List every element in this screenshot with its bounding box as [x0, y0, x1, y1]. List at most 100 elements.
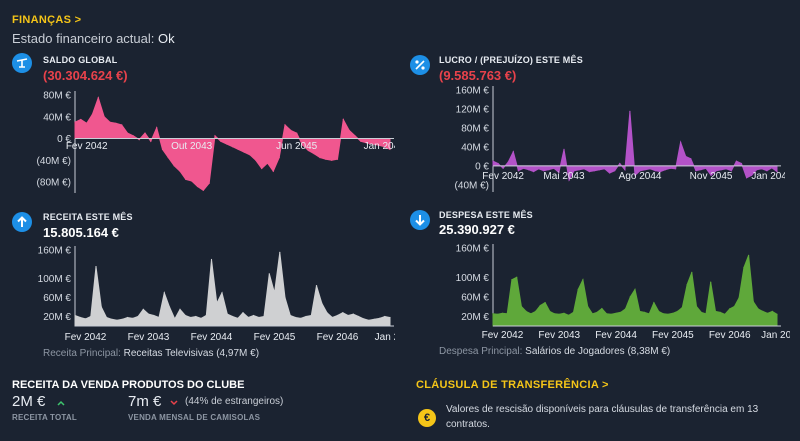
despesa-principal: Despesa Principal: Salários de Jogadores…	[439, 346, 670, 357]
data-point	[507, 161, 509, 163]
data-point	[363, 318, 365, 320]
data-point	[290, 129, 292, 131]
data-point	[740, 162, 743, 165]
x-tick-label: Fev 2046	[709, 330, 751, 341]
data-point	[252, 314, 255, 317]
chevron-right-icon: >	[74, 14, 82, 26]
data-point	[116, 319, 118, 321]
data-point	[672, 312, 674, 314]
data-point	[553, 167, 555, 169]
data-point	[296, 132, 298, 134]
y-tick-label: 160M €	[38, 246, 72, 257]
data-point	[90, 315, 92, 318]
data-point	[596, 311, 598, 313]
data-point	[300, 317, 302, 319]
data-point	[746, 177, 748, 179]
lucro-label: LUCRO / (PREJUÍZO) ESTE MÊS	[439, 55, 583, 65]
data-point	[558, 313, 560, 315]
data-point	[132, 135, 134, 137]
data-point	[582, 279, 584, 281]
data-point	[530, 313, 532, 315]
data-point	[593, 170, 595, 172]
data-point	[533, 171, 535, 173]
y-tick-label: 120M €	[456, 104, 490, 115]
y-tick-label: 80M €	[461, 123, 489, 134]
data-point	[208, 182, 210, 184]
arrow-up-icon	[12, 212, 32, 232]
data-point	[543, 170, 545, 172]
data-point	[268, 273, 270, 275]
data-point	[609, 172, 611, 174]
data-point	[644, 169, 646, 171]
data-point	[384, 315, 386, 318]
data-point	[321, 302, 323, 304]
data-point	[654, 170, 656, 172]
data-point	[690, 158, 692, 160]
clause-title-link[interactable]: CLÁUSULA DE TRANSFERÊNCIA >	[416, 379, 609, 391]
merch-monthly-note: (44% de estrangeiros)	[185, 396, 284, 407]
data-point	[158, 316, 160, 319]
data-point	[680, 141, 682, 143]
data-point	[205, 314, 207, 317]
despesa-principal-label: Despesa Principal:	[439, 346, 523, 357]
data-point	[326, 312, 328, 314]
data-point	[492, 160, 494, 162]
finance-title-link[interactable]: FINANÇAS >	[12, 14, 81, 26]
data-area-series	[74, 96, 391, 191]
data-point	[776, 171, 778, 173]
data-point	[664, 169, 666, 171]
data-point	[109, 121, 111, 123]
trend-down-icon	[170, 400, 178, 406]
data-point	[757, 308, 759, 310]
data-point	[643, 311, 646, 313]
data-point	[685, 155, 687, 157]
data-point	[144, 132, 146, 134]
receita-value: 15.805.164 €	[43, 225, 119, 240]
data-point	[284, 296, 286, 299]
data-point	[305, 315, 307, 318]
data-point	[771, 310, 773, 312]
data-point	[525, 310, 527, 312]
data-point	[738, 297, 740, 299]
data-point	[743, 266, 745, 269]
data-point	[103, 116, 105, 118]
data-point	[336, 158, 339, 160]
data-point	[284, 124, 286, 126]
data-point	[725, 168, 727, 170]
saldo-label: SALDO GLOBAL	[43, 55, 118, 65]
data-point	[319, 157, 321, 159]
data-point	[121, 124, 123, 126]
data-point	[231, 315, 234, 318]
data-point	[383, 146, 385, 148]
data-point	[624, 169, 626, 171]
data-point	[553, 313, 556, 315]
data-point	[538, 168, 540, 170]
data-point	[539, 304, 541, 307]
data-point	[126, 132, 129, 134]
finance-title: FINANÇAS	[12, 14, 72, 26]
data-point	[147, 313, 150, 315]
data-point	[492, 313, 494, 315]
data-point	[511, 279, 513, 281]
data-point	[517, 170, 519, 172]
data-point	[695, 305, 698, 308]
data-point	[583, 168, 585, 170]
data-point	[310, 314, 312, 317]
data-point	[163, 292, 165, 294]
data-point	[173, 165, 175, 167]
x-tick-label: Fev 2042	[65, 332, 107, 343]
data-point	[294, 316, 297, 319]
data-point	[243, 151, 245, 153]
data-point	[720, 169, 722, 171]
data-point	[342, 118, 344, 121]
data-point	[142, 308, 144, 310]
data-point	[84, 318, 87, 320]
x-tick-label: Fev 2042	[482, 171, 524, 182]
data-point	[614, 170, 616, 172]
data-point	[74, 121, 76, 123]
data-point	[378, 317, 381, 319]
receita-label: RECEITA ESTE MÊS	[43, 212, 133, 222]
data-point	[200, 317, 202, 319]
data-point	[368, 319, 370, 321]
data-point	[126, 316, 129, 319]
